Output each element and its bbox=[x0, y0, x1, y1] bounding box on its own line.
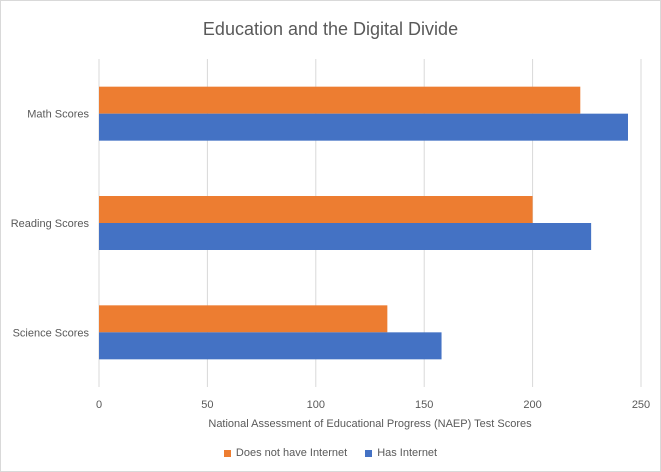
legend-label: Does not have Internet bbox=[235, 447, 348, 459]
legend-swatch bbox=[365, 449, 373, 457]
legend-label: Has Internet bbox=[377, 447, 438, 459]
chart-title: Education and the Digital Divide bbox=[202, 19, 459, 39]
category-label: Reading Scores bbox=[11, 218, 90, 230]
bar bbox=[99, 113, 628, 141]
bar bbox=[99, 86, 581, 114]
x-tick-label: 0 bbox=[96, 399, 102, 411]
bar bbox=[99, 223, 592, 250]
bar bbox=[99, 196, 533, 223]
x-tick-label: 200 bbox=[523, 399, 541, 411]
x-tick-label: 150 bbox=[415, 399, 433, 411]
category-label: Math Scores bbox=[27, 109, 89, 121]
x-tick-label: 250 bbox=[632, 399, 650, 411]
bar bbox=[99, 305, 388, 333]
x-axis-title: National Assessment of Educational Progr… bbox=[208, 418, 532, 430]
x-tick-label: 50 bbox=[201, 399, 213, 411]
bar bbox=[99, 332, 442, 360]
legend-item: Does not have Internet bbox=[223, 447, 348, 459]
category-label: Science Scores bbox=[13, 327, 90, 339]
legend: Does not have Internet Has Internet bbox=[1, 447, 660, 459]
legend-item: Has Internet bbox=[365, 447, 437, 459]
x-tick-label: 100 bbox=[307, 399, 325, 411]
legend-swatch bbox=[223, 449, 231, 457]
